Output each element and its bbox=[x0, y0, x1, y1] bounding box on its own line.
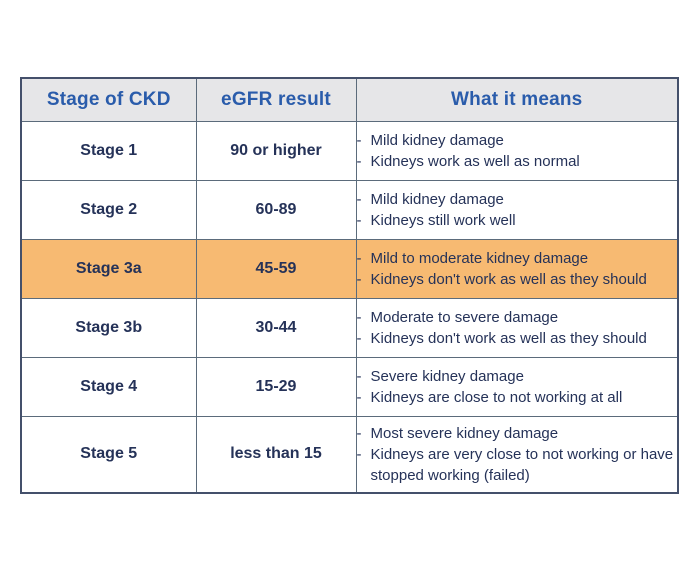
meaning-text: Mild to moderate kidney damage bbox=[370, 249, 589, 267]
ckd-stages-table: Stage of CKD eGFR result What it means S… bbox=[20, 77, 679, 494]
bullet-dash: - bbox=[356, 131, 362, 149]
meaning-text: Kidneys are close to not working at all bbox=[370, 388, 623, 406]
table-row: Stage 3a 45-59 - Mild to moderate kidney … bbox=[20, 238, 679, 299]
meaning-list: - Severe kidney damage - Kidneys are close … bbox=[357, 366, 678, 408]
egfr-cell: 45-59 bbox=[195, 238, 357, 299]
column-header-stage-of-ckd: Stage of CKD bbox=[20, 77, 197, 122]
stage-cell: Stage 2 bbox=[20, 179, 197, 240]
meaning-item: - Kidneys don't work as well as they shou… bbox=[357, 269, 678, 290]
meaning-item: - Severe kidney damage bbox=[357, 366, 678, 387]
table-row: Stage 3b 30-44 - Moderate to severe damag… bbox=[20, 297, 679, 358]
table-header-row: Stage of CKD eGFR result What it means bbox=[20, 77, 679, 122]
meaning-text: Mild kidney damage bbox=[370, 131, 504, 149]
bullet-dash: - bbox=[356, 270, 362, 288]
egfr-cell: 60-89 bbox=[195, 179, 357, 240]
stage-cell: Stage 3b bbox=[20, 297, 197, 358]
egfr-cell: less than 15 bbox=[195, 415, 357, 494]
meaning-list: - Most severe kidney damage - Kidneys are v… bbox=[357, 423, 678, 486]
bullet-dash: - bbox=[356, 445, 362, 463]
meaning-cell: - Moderate to severe damage - Kidneys don't… bbox=[355, 297, 679, 358]
table-row: Stage 4 15-29 - Severe kidney damage - Kidn… bbox=[20, 356, 679, 417]
meaning-cell: - Mild to moderate kidney damage - Kidneys … bbox=[355, 238, 679, 299]
meaning-cell: - Most severe kidney damage - Kidneys are v… bbox=[355, 415, 679, 494]
meaning-text: Severe kidney damage bbox=[370, 367, 524, 385]
meaning-cell: - Mild kidney damage - Kidneys still work w… bbox=[355, 179, 679, 240]
bullet-dash: - bbox=[356, 388, 362, 406]
meaning-text: Moderate to severe damage bbox=[370, 308, 559, 326]
egfr-cell: 30-44 bbox=[195, 297, 357, 358]
egfr-cell: 15-29 bbox=[195, 356, 357, 417]
meaning-text: Kidneys still work well bbox=[370, 211, 516, 229]
bullet-dash: - bbox=[356, 152, 362, 170]
table-row: Stage 1 90 or higher - Mild kidney damage… bbox=[20, 120, 679, 181]
bullet-dash: - bbox=[356, 190, 362, 208]
meaning-text: Most severe kidney damage bbox=[370, 424, 559, 442]
meaning-cell: - Severe kidney damage - Kidneys are close … bbox=[355, 356, 679, 417]
bullet-dash: - bbox=[356, 329, 362, 347]
meaning-item: - Mild kidney damage bbox=[357, 130, 678, 151]
column-header-what-it-means: What it means bbox=[355, 77, 679, 122]
meaning-item: - Kidneys are close to not working at all bbox=[357, 387, 678, 408]
egfr-cell: 90 or higher bbox=[195, 120, 357, 181]
bullet-dash: - bbox=[356, 424, 362, 442]
meaning-item: - Kidneys work as well as normal bbox=[357, 151, 678, 172]
table-row: Stage 5 less than 15 - Most severe kidney… bbox=[20, 415, 679, 494]
table-body: Stage 1 90 or higher - Mild kidney damage… bbox=[20, 120, 679, 494]
table-row: Stage 2 60-89 - Mild kidney damage - Kidney… bbox=[20, 179, 679, 240]
meaning-item: - Kidneys are very close to not working o… bbox=[357, 444, 678, 486]
meaning-item: - Mild to moderate kidney damage bbox=[357, 248, 678, 269]
stage-cell: Stage 3a bbox=[20, 238, 197, 299]
stage-cell: Stage 1 bbox=[20, 120, 197, 181]
meaning-text: Kidneys work as well as normal bbox=[370, 152, 580, 170]
meaning-item: - Kidneys still work well bbox=[357, 210, 678, 231]
meaning-list: - Mild kidney damage - Kidneys work as well… bbox=[357, 130, 678, 172]
meaning-item: - Most severe kidney damage bbox=[357, 423, 678, 444]
bullet-dash: - bbox=[356, 367, 362, 385]
meaning-item: - Mild kidney damage bbox=[357, 189, 678, 210]
meaning-text: Kidneys don't work as well as they shoul… bbox=[370, 270, 647, 288]
stage-cell: Stage 5 bbox=[20, 415, 197, 494]
meaning-list: - Mild to moderate kidney damage - Kidneys … bbox=[357, 248, 678, 290]
meaning-text: Mild kidney damage bbox=[370, 190, 504, 208]
meaning-item: - Moderate to severe damage bbox=[357, 307, 678, 328]
meaning-text: Kidneys don't work as well as they shoul… bbox=[370, 329, 647, 347]
meaning-item: - Kidneys don't work as well as they shou… bbox=[357, 328, 678, 349]
column-header-egfr-result: eGFR result bbox=[195, 77, 357, 122]
meaning-text: Kidneys are very close to not working or… bbox=[370, 445, 674, 484]
stage-cell: Stage 4 bbox=[20, 356, 197, 417]
bullet-dash: - bbox=[356, 308, 362, 326]
meaning-list: - Mild kidney damage - Kidneys still work w… bbox=[357, 189, 678, 231]
bullet-dash: - bbox=[356, 249, 362, 267]
meaning-list: - Moderate to severe damage - Kidneys don't… bbox=[357, 307, 678, 349]
bullet-dash: - bbox=[356, 211, 362, 229]
meaning-cell: - Mild kidney damage - Kidneys work as well… bbox=[355, 120, 679, 181]
